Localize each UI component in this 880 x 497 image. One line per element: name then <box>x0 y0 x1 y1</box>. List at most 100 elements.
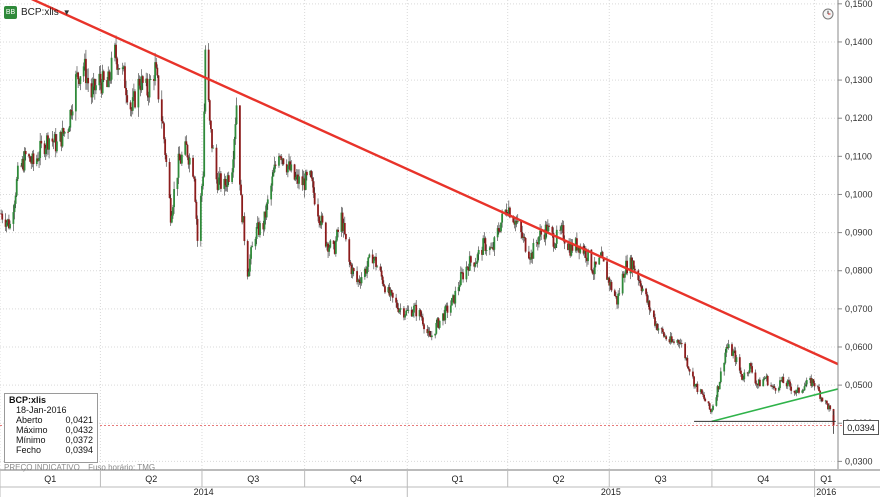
candle-body <box>684 343 687 359</box>
candle-body <box>703 394 705 399</box>
candle-body <box>79 76 82 85</box>
candle-body <box>692 371 694 377</box>
candle-body <box>282 158 285 165</box>
candle-body <box>376 266 379 268</box>
candle-body <box>741 373 743 380</box>
candle-body <box>562 225 565 241</box>
candle-body <box>382 283 385 287</box>
candle-body <box>725 347 728 353</box>
candle-body <box>828 405 830 410</box>
candle-body <box>567 243 569 250</box>
candle-body <box>141 76 144 83</box>
candle-body <box>598 257 601 265</box>
candle-body <box>570 242 573 256</box>
candle-body <box>233 139 236 160</box>
candle-body <box>477 249 480 255</box>
candle-body <box>168 161 171 198</box>
candle-body <box>571 242 574 251</box>
candle-body <box>257 222 260 235</box>
candle-body <box>413 305 415 313</box>
candle-body <box>162 121 164 124</box>
candle-body <box>700 389 703 394</box>
candle-body <box>793 390 796 393</box>
candle-body <box>83 58 86 67</box>
candle-body <box>693 376 695 387</box>
candle-body <box>766 375 769 386</box>
candle-body <box>657 328 660 331</box>
candle-body <box>259 223 261 235</box>
ticker-selector[interactable]: BB BCP:xlis ▼ <box>4 4 71 20</box>
candle-body <box>87 77 90 84</box>
candle-body <box>149 78 152 80</box>
candle-body <box>31 153 34 164</box>
candle-body <box>107 71 110 88</box>
year-label: 2016 <box>816 487 836 497</box>
candle-body <box>723 362 726 372</box>
candle-body <box>748 363 751 373</box>
candle-body <box>249 258 251 272</box>
candle-body <box>115 44 117 59</box>
candle-body <box>731 344 733 356</box>
candle-body <box>827 403 829 410</box>
candle-body <box>381 276 384 284</box>
year-label: 2015 <box>601 487 621 497</box>
info-date: 18-Jan-2016 <box>16 405 67 415</box>
candle-body <box>202 176 204 186</box>
candle-body <box>803 386 806 391</box>
candle-body <box>468 256 471 271</box>
candle-body <box>811 379 814 386</box>
clock-icon[interactable] <box>822 8 834 20</box>
ticker-label: BCP:xlis <box>21 6 59 18</box>
candle-body <box>193 176 196 179</box>
candle-body <box>169 197 172 223</box>
candle-body <box>821 397 824 402</box>
candle-body <box>670 336 673 343</box>
y-tick-label: 0,0600 <box>845 342 873 352</box>
candle-body <box>442 313 444 321</box>
candle-body <box>584 248 587 258</box>
candle-body <box>418 310 421 317</box>
candle-body <box>528 251 530 259</box>
candle-body <box>0 213 3 215</box>
candle-body <box>552 232 555 247</box>
candle-body <box>359 281 362 284</box>
candle-body <box>610 281 613 291</box>
candle-body <box>663 332 665 337</box>
candle-body <box>825 400 828 404</box>
candle-body <box>656 323 659 331</box>
candle-body <box>246 241 249 277</box>
candle-body <box>398 309 401 313</box>
candle-body <box>655 323 658 326</box>
candle-body <box>601 251 604 258</box>
candle-body <box>465 266 468 280</box>
candle-body <box>618 293 621 295</box>
candle-body <box>458 285 461 288</box>
candle-body <box>404 315 406 318</box>
candle-body <box>131 97 134 111</box>
candle-body <box>438 320 441 328</box>
y-tick-label: 0,1300 <box>845 75 873 85</box>
candle-body <box>523 236 526 238</box>
candle-body <box>686 357 689 367</box>
candle-body <box>187 157 190 165</box>
candle-body <box>786 380 789 387</box>
candle-body <box>334 240 337 254</box>
candle-body <box>278 156 280 166</box>
candle-body <box>215 147 218 180</box>
candle-body <box>134 91 136 108</box>
candle-body <box>188 157 191 165</box>
candle-body <box>12 212 15 224</box>
candle-body <box>170 215 173 223</box>
candle-body <box>493 237 496 250</box>
candle-body <box>251 246 254 248</box>
candle-body <box>646 294 649 303</box>
candle-body <box>342 222 345 231</box>
candle-body <box>160 99 163 122</box>
candle-body <box>457 287 460 291</box>
candle-body <box>733 350 736 352</box>
candle-body <box>579 245 582 253</box>
candle-body <box>454 290 457 304</box>
candle-body <box>516 220 519 223</box>
candle-body <box>587 249 589 262</box>
